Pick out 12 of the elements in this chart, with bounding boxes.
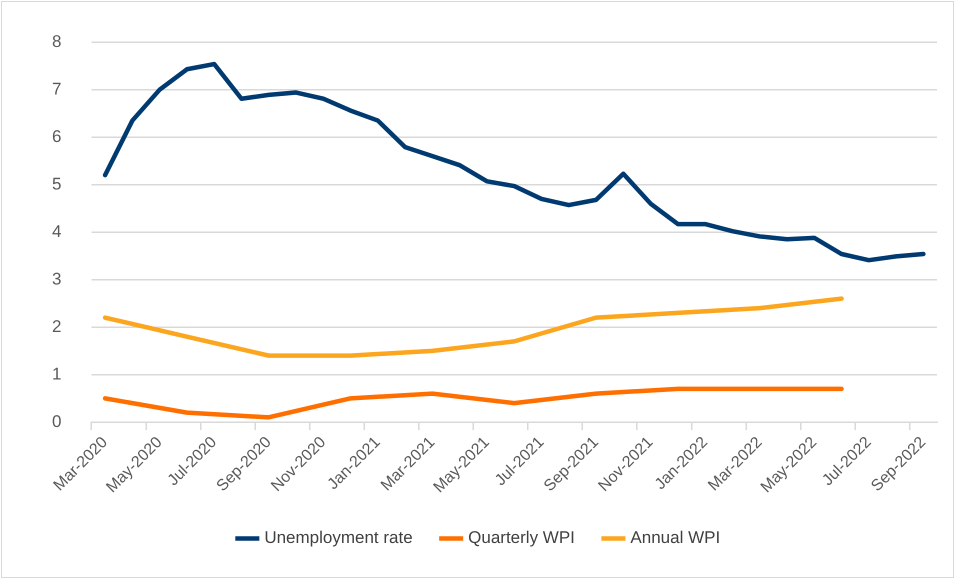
- y-tick-label: 8: [52, 32, 62, 51]
- legend-label: Unemployment rate: [264, 528, 413, 548]
- y-tick-label: 4: [52, 222, 62, 241]
- y-tick-label: 2: [52, 316, 62, 336]
- y-tick-label: 3: [52, 269, 62, 288]
- y-tick-label: 1: [52, 364, 62, 384]
- legend-label: Quarterly WPI: [468, 528, 575, 548]
- y-tick-label: 0: [52, 412, 62, 431]
- y-tick-label: 5: [52, 174, 62, 194]
- y-tick-label: 6: [52, 126, 62, 146]
- y-tick-label: 7: [52, 79, 62, 98]
- legend-label: Annual WPI: [630, 528, 720, 548]
